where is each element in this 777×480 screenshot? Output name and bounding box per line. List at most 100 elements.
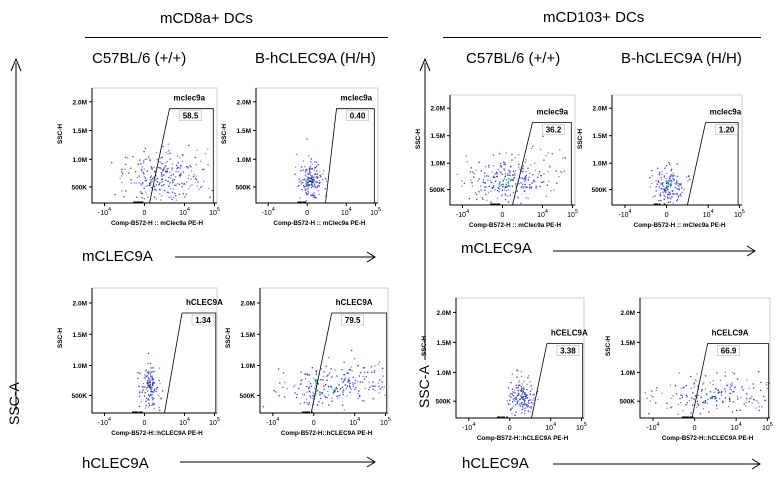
event-dot [523,401,526,403]
event-dot [187,166,189,168]
event-dot [155,184,157,186]
event-dot [161,181,163,183]
y-axis-label: SSC-H [57,328,64,349]
event-dot [520,186,523,188]
event-dot [736,378,739,380]
event-dot [384,394,386,396]
event-dot [478,178,480,180]
event-dot [349,387,351,389]
event-dot [197,181,199,183]
event-dot [351,370,353,372]
event-dot [138,395,141,397]
event-dot [532,174,534,176]
event-dot [482,179,485,181]
event-dot [701,389,703,391]
event-dot [320,368,323,370]
event-dot [152,382,154,384]
gate-name: mclec9a [174,94,206,103]
event-dot [665,187,667,189]
gate-value-box [341,314,364,326]
event-dot [757,402,759,404]
event-dot [495,203,497,205]
event-dot [312,185,314,187]
event-dot [166,168,168,170]
event-dot [525,186,527,188]
event-dot [555,170,557,172]
event-dot [338,395,340,397]
event-dot [310,161,312,163]
event-dot [515,411,517,413]
event-dot [162,170,164,172]
event-dot [498,185,501,188]
event-dot [348,380,350,382]
event-dot [522,404,525,406]
event-dot [336,375,338,378]
event-dot [175,171,177,173]
event-dot [153,388,156,390]
event-dot [707,398,709,401]
y-tick-label: 500K [429,187,445,194]
event-dot [656,203,658,205]
event-dot [546,184,549,186]
event-dot [337,397,339,399]
event-dot [170,177,172,179]
event-dot [146,374,148,376]
event-dot [147,399,149,401]
event-dot [363,378,366,380]
event-dot [336,375,338,377]
event-dot [741,387,743,390]
event-dot [354,358,356,360]
event-dot [690,412,692,414]
y-axis-label: SSC-H [421,336,428,357]
event-dot [658,174,661,176]
event-dot [151,386,153,388]
event-dot [324,195,326,197]
event-dot [728,397,731,399]
event-dot [159,193,161,195]
event-dot [372,381,374,383]
event-dot [724,375,726,377]
event-dot [151,377,153,380]
event-dot [169,171,171,174]
event-dot [511,159,513,161]
event-dot [167,180,169,182]
event-dot [159,182,161,184]
event-dot [167,167,170,170]
gate-percentage: 3.38 [560,347,576,356]
event-dot [333,389,335,392]
event-dot [516,376,518,378]
event-dot [379,388,381,390]
group-underline-mcd8a [85,37,388,38]
event-dot [722,402,724,404]
event-dot [176,182,179,185]
event-dot [526,394,529,396]
event-dot [520,182,522,184]
event-dot [521,387,523,390]
event-dot [139,201,141,203]
event-dot [514,392,516,394]
event-dot [190,178,192,180]
event-dot [203,168,205,170]
event-dot [716,407,718,409]
event-dot [319,391,321,393]
event-dot [150,166,152,168]
event-dot [559,149,561,151]
event-dot [304,169,307,172]
event-dot [146,397,148,399]
event-dot [755,407,757,409]
event-dot [188,188,190,190]
event-dot [502,180,504,182]
event-dot [182,193,184,195]
event-dot [726,384,729,387]
event-dot [522,187,524,189]
event-dot [121,181,123,184]
event-dot [177,155,179,157]
event-dot [149,379,151,382]
event-dot [729,400,731,403]
event-dot [313,387,316,389]
event-dot [758,371,760,373]
event-dot [693,383,695,385]
y-tick-label: 1.0M [593,161,607,168]
event-dot [313,196,315,198]
event-dot [172,196,175,199]
